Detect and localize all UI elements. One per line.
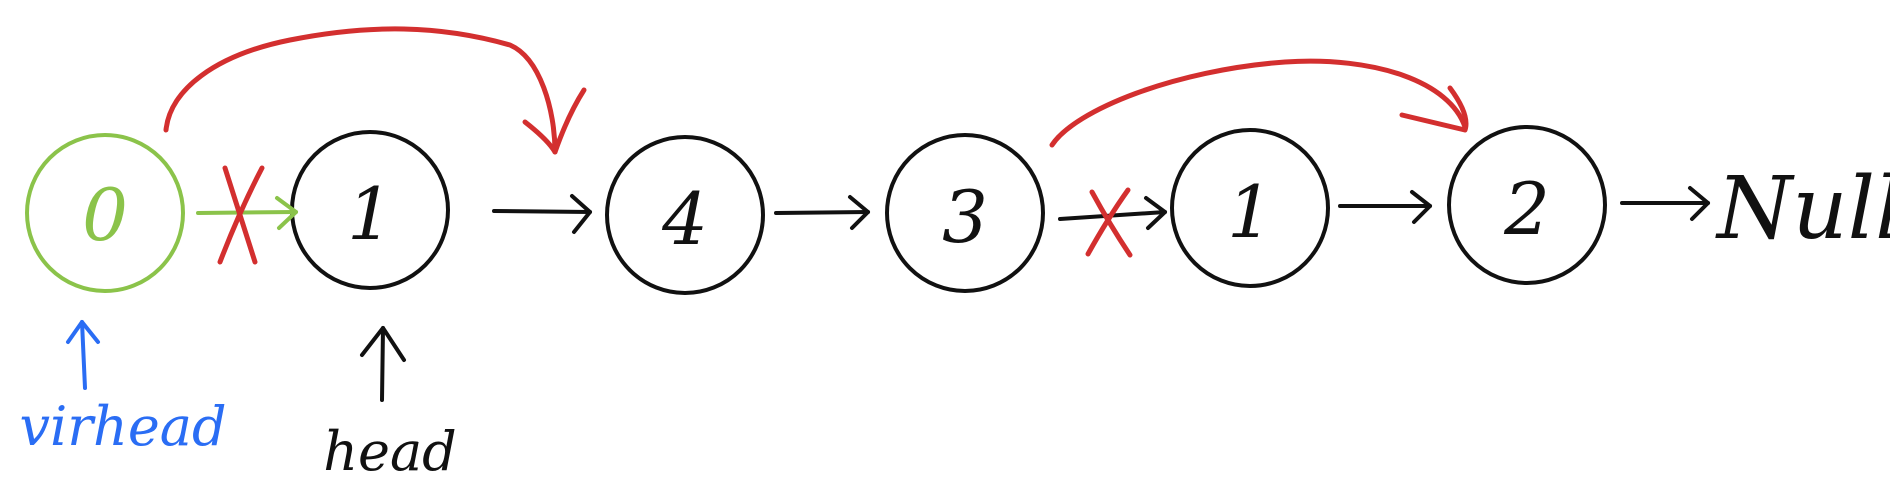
list-node: 4: [605, 135, 765, 295]
virhead-pointer: virhead: [19, 320, 227, 458]
list-node: 2: [1447, 125, 1607, 285]
relink-arrow-3-to-2: [1049, 58, 1469, 148]
link-arrow: [1338, 190, 1432, 224]
list-node: 1: [1170, 128, 1330, 288]
node-value: 4: [661, 177, 708, 261]
list-node: 3: [885, 133, 1045, 293]
node-value: 3: [942, 175, 988, 259]
dummy-node: 0: [25, 133, 185, 293]
virhead-label: virhead: [19, 395, 226, 458]
list-node: 1: [290, 130, 450, 290]
head-label: head: [323, 420, 457, 483]
relink-arrow-dummy-to-4: [163, 26, 587, 155]
dummy-node-value: 0: [82, 173, 128, 257]
link-arrow: [492, 194, 592, 234]
head-pointer: head: [323, 326, 457, 483]
null-terminal-label: Null: [1715, 159, 1890, 259]
node-value: 1: [1227, 170, 1273, 254]
cross-out-mark: [217, 165, 265, 265]
link-arrow-dummy-to-head: [196, 196, 298, 230]
link-arrow: [774, 195, 870, 230]
link-arrow-to-null: [1620, 186, 1710, 221]
node-value: 2: [1503, 167, 1550, 251]
node-value: 1: [347, 172, 393, 256]
cross-out-mark: [1085, 187, 1133, 258]
